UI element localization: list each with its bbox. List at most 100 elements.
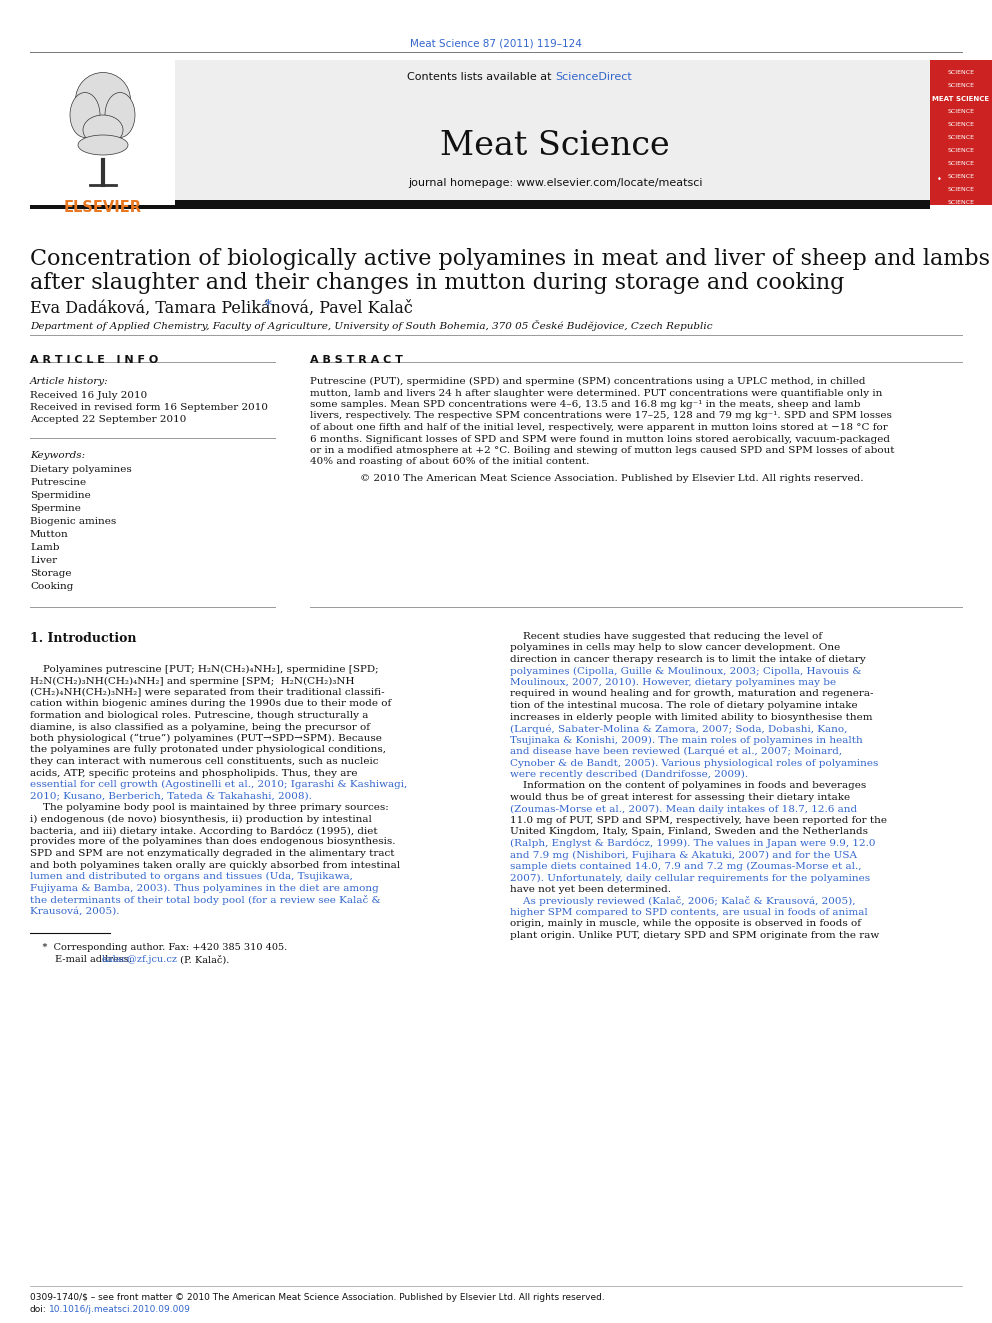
- Text: kalac@zf.jcu.cz: kalac@zf.jcu.cz: [102, 955, 178, 964]
- Text: 2010; Kusano, Berberich, Tateda & Takahashi, 2008).: 2010; Kusano, Berberich, Tateda & Takaha…: [30, 791, 311, 800]
- Text: Department of Applied Chemistry, Faculty of Agriculture, University of South Boh: Department of Applied Chemistry, Faculty…: [30, 320, 712, 331]
- Text: bacteria, and iii) dietary intake. According to Bardócz (1995), diet: bacteria, and iii) dietary intake. Accor…: [30, 826, 378, 836]
- Ellipse shape: [78, 135, 128, 155]
- Text: polyamines (Cipolla, Guille & Moulinoux, 2003; Cipolla, Havouis &: polyamines (Cipolla, Guille & Moulinoux,…: [510, 667, 861, 676]
- Text: SCIENCE: SCIENCE: [947, 83, 974, 89]
- Text: Spermidine: Spermidine: [30, 491, 90, 500]
- Text: required in wound healing and for growth, maturation and regenera-: required in wound healing and for growth…: [510, 689, 874, 699]
- Text: ELSEVIER: ELSEVIER: [64, 200, 142, 216]
- Text: Tsujinaka & Konishi, 2009). The main roles of polyamines in health: Tsujinaka & Konishi, 2009). The main rol…: [510, 736, 863, 745]
- Text: higher SPM compared to SPD contents, are usual in foods of animal: higher SPM compared to SPD contents, are…: [510, 908, 868, 917]
- Text: Information on the content of polyamines in foods and beverages: Information on the content of polyamines…: [510, 782, 866, 791]
- Text: Eva Dadáková, Tamara Pelikánová, Pavel Kalač: Eva Dadáková, Tamara Pelikánová, Pavel K…: [30, 300, 413, 318]
- Text: i) endogenous (de novo) biosynthesis, ii) production by intestinal: i) endogenous (de novo) biosynthesis, ii…: [30, 815, 372, 824]
- Text: Moulinoux, 2007, 2010). However, dietary polyamines may be: Moulinoux, 2007, 2010). However, dietary…: [510, 677, 836, 687]
- Text: 6 months. Significant losses of SPD and SPM were found in mutton loins stored ae: 6 months. Significant losses of SPD and …: [310, 434, 890, 443]
- Text: Dietary polyamines: Dietary polyamines: [30, 464, 132, 474]
- Text: SCIENCE: SCIENCE: [947, 122, 974, 127]
- Text: © 2010 The American Meat Science Association. Published by Elsevier Ltd. All rig: © 2010 The American Meat Science Associa…: [360, 474, 863, 483]
- Text: direction in cancer therapy research is to limit the intake of dietary: direction in cancer therapy research is …: [510, 655, 866, 664]
- Text: United Kingdom, Italy, Spain, Finland, Sweden and the Netherlands: United Kingdom, Italy, Spain, Finland, S…: [510, 827, 868, 836]
- Text: Keywords:: Keywords:: [30, 451, 85, 460]
- Text: acids, ATP, specific proteins and phospholipids. Thus, they are: acids, ATP, specific proteins and phosph…: [30, 769, 357, 778]
- Text: Meat Science: Meat Science: [440, 130, 670, 161]
- Text: the determinants of their total body pool (for a review see Kalač &: the determinants of their total body poo…: [30, 894, 381, 905]
- Text: origin, mainly in muscle, while the opposite is observed in foods of: origin, mainly in muscle, while the oppo…: [510, 919, 861, 929]
- Text: after slaughter and their changes in mutton during storage and cooking: after slaughter and their changes in mut…: [30, 273, 844, 294]
- Text: polyamines in cells may help to slow cancer development. One: polyamines in cells may help to slow can…: [510, 643, 840, 652]
- Text: provides more of the polyamines than does endogenous biosynthesis.: provides more of the polyamines than doe…: [30, 837, 396, 847]
- Text: A B S T R A C T: A B S T R A C T: [310, 355, 403, 365]
- Text: some samples. Mean SPD concentrations were 4–6, 13.5 and 16.8 mg kg⁻¹ in the mea: some samples. Mean SPD concentrations we…: [310, 400, 860, 409]
- Ellipse shape: [75, 73, 131, 127]
- Text: The polyamine body pool is maintained by three primary sources:: The polyamine body pool is maintained by…: [30, 803, 389, 812]
- Text: 10.1016/j.meatsci.2010.09.009: 10.1016/j.meatsci.2010.09.009: [49, 1304, 190, 1314]
- Text: and 7.9 mg (Nishibori, Fujihara & Akatuki, 2007) and for the USA: and 7.9 mg (Nishibori, Fujihara & Akatuk…: [510, 851, 857, 860]
- Bar: [175, 60, 930, 205]
- Text: Fujiyama & Bamba, 2003). Thus polyamines in the diet are among: Fujiyama & Bamba, 2003). Thus polyamines…: [30, 884, 379, 893]
- Bar: [30, 200, 930, 209]
- Text: mutton, lamb and livers 24 h after slaughter were determined. PUT concentrations: mutton, lamb and livers 24 h after slaug…: [310, 389, 882, 397]
- Text: Received in revised form 16 September 2010: Received in revised form 16 September 20…: [30, 404, 268, 411]
- Text: would thus be of great interest for assessing their dietary intake: would thus be of great interest for asse…: [510, 792, 850, 802]
- Text: Putrescine (PUT), spermidine (SPD) and spermine (SPM) concentrations using a UPL: Putrescine (PUT), spermidine (SPD) and s…: [310, 377, 865, 386]
- Text: Cooking: Cooking: [30, 582, 73, 591]
- Text: Spermine: Spermine: [30, 504, 81, 513]
- Text: increases in elderly people with limited ability to biosynthesise them: increases in elderly people with limited…: [510, 713, 873, 721]
- Text: Mutton: Mutton: [30, 531, 68, 538]
- Text: (Ralph, Englyst & Bardócz, 1999). The values in Japan were 9.9, 12.0: (Ralph, Englyst & Bardócz, 1999). The va…: [510, 839, 876, 848]
- Text: SCIENCE: SCIENCE: [947, 70, 974, 75]
- Text: •: •: [937, 175, 941, 184]
- Text: Polyamines putrescine [PUT; H₂N(CH₂)₄NH₂], spermidine [SPD;: Polyamines putrescine [PUT; H₂N(CH₂)₄NH₂…: [30, 665, 379, 675]
- Text: and disease have been reviewed (Larqué et al., 2007; Moinard,: and disease have been reviewed (Larqué e…: [510, 747, 842, 757]
- Text: H₂N(CH₂)₃NH(CH₂)₄NH₂] and spermine [SPM;  H₂N(CH₂)₃NH: H₂N(CH₂)₃NH(CH₂)₄NH₂] and spermine [SPM;…: [30, 676, 354, 685]
- Text: plant origin. Unlike PUT, dietary SPD and SPM originate from the raw: plant origin. Unlike PUT, dietary SPD an…: [510, 931, 879, 941]
- Text: Received 16 July 2010: Received 16 July 2010: [30, 392, 147, 400]
- Text: SCIENCE: SCIENCE: [947, 200, 974, 205]
- Text: Storage: Storage: [30, 569, 71, 578]
- Text: SPD and SPM are not enzymatically degraded in the alimentary tract: SPD and SPM are not enzymatically degrad…: [30, 849, 395, 859]
- Text: sample diets contained 14.0, 7.9 and 7.2 mg (Zoumas-Morse et al.,: sample diets contained 14.0, 7.9 and 7.2…: [510, 863, 861, 871]
- Text: Lamb: Lamb: [30, 542, 60, 552]
- Text: E-mail address:: E-mail address:: [30, 955, 135, 964]
- Text: As previously reviewed (Kalač, 2006; Kalač & Krausová, 2005),: As previously reviewed (Kalač, 2006; Kal…: [510, 897, 855, 906]
- Bar: [930, 60, 992, 205]
- Text: tion of the intestinal mucosa. The role of dietary polyamine intake: tion of the intestinal mucosa. The role …: [510, 701, 858, 710]
- Text: SCIENCE: SCIENCE: [947, 135, 974, 140]
- Text: Liver: Liver: [30, 556, 58, 565]
- Text: or in a modified atmosphere at +2 °C. Boiling and stewing of mutton legs caused : or in a modified atmosphere at +2 °C. Bo…: [310, 446, 895, 455]
- Text: diamine, is also classified as a polyamine, being the precursor of: diamine, is also classified as a polyami…: [30, 722, 370, 732]
- Text: 1. Introduction: 1. Introduction: [30, 632, 137, 646]
- Text: cation within biogenic amines during the 1990s due to their mode of: cation within biogenic amines during the…: [30, 700, 391, 709]
- Text: ScienceDirect: ScienceDirect: [555, 71, 632, 82]
- Text: SCIENCE: SCIENCE: [947, 108, 974, 114]
- Ellipse shape: [83, 115, 123, 146]
- Text: (P. Kalač).: (P. Kalač).: [177, 955, 229, 964]
- Text: (Larqué, Sabater-Molina & Zamora, 2007; Soda, Dobashi, Kano,: (Larqué, Sabater-Molina & Zamora, 2007; …: [510, 724, 847, 733]
- Text: Meat Science 87 (2011) 119–124: Meat Science 87 (2011) 119–124: [410, 38, 582, 48]
- Text: they can interact with numerous cell constituents, such as nucleic: they can interact with numerous cell con…: [30, 757, 379, 766]
- Text: livers, respectively. The respective SPM concentrations were 17–25, 128 and 79 m: livers, respectively. The respective SPM…: [310, 411, 892, 421]
- Ellipse shape: [70, 93, 100, 138]
- Text: Article history:: Article history:: [30, 377, 109, 386]
- Text: A R T I C L E   I N F O: A R T I C L E I N F O: [30, 355, 159, 365]
- Text: have not yet been determined.: have not yet been determined.: [510, 885, 671, 894]
- Text: Recent studies have suggested that reducing the level of: Recent studies have suggested that reduc…: [510, 632, 822, 642]
- Text: lumen and distributed to organs and tissues (Uda, Tsujikawa,: lumen and distributed to organs and tiss…: [30, 872, 353, 881]
- Text: the polyamines are fully protonated under physiological conditions,: the polyamines are fully protonated unde…: [30, 745, 386, 754]
- Text: Accepted 22 September 2010: Accepted 22 September 2010: [30, 415, 186, 423]
- Bar: [30, 60, 175, 205]
- Text: Putrescine: Putrescine: [30, 478, 86, 487]
- Text: formation and biological roles. Putrescine, though structurally a: formation and biological roles. Putresci…: [30, 710, 368, 720]
- Text: Biogenic amines: Biogenic amines: [30, 517, 116, 527]
- Text: SCIENCE: SCIENCE: [947, 187, 974, 192]
- Text: Krausová, 2005).: Krausová, 2005).: [30, 906, 119, 916]
- Text: 11.0 mg of PUT, SPD and SPM, respectively, have been reported for the: 11.0 mg of PUT, SPD and SPM, respectivel…: [510, 816, 887, 826]
- Text: SCIENCE: SCIENCE: [947, 148, 974, 153]
- Text: journal homepage: www.elsevier.com/locate/meatsci: journal homepage: www.elsevier.com/locat…: [408, 179, 702, 188]
- Text: 2007). Unfortunately, daily cellular requirements for the polyamines: 2007). Unfortunately, daily cellular req…: [510, 873, 870, 882]
- Text: 0309-1740/$ – see front matter © 2010 The American Meat Science Association. Pub: 0309-1740/$ – see front matter © 2010 Th…: [30, 1293, 605, 1302]
- Text: doi:: doi:: [30, 1304, 47, 1314]
- Text: *  Corresponding author. Fax: +420 385 310 405.: * Corresponding author. Fax: +420 385 31…: [30, 943, 288, 953]
- Text: SCIENCE: SCIENCE: [947, 175, 974, 179]
